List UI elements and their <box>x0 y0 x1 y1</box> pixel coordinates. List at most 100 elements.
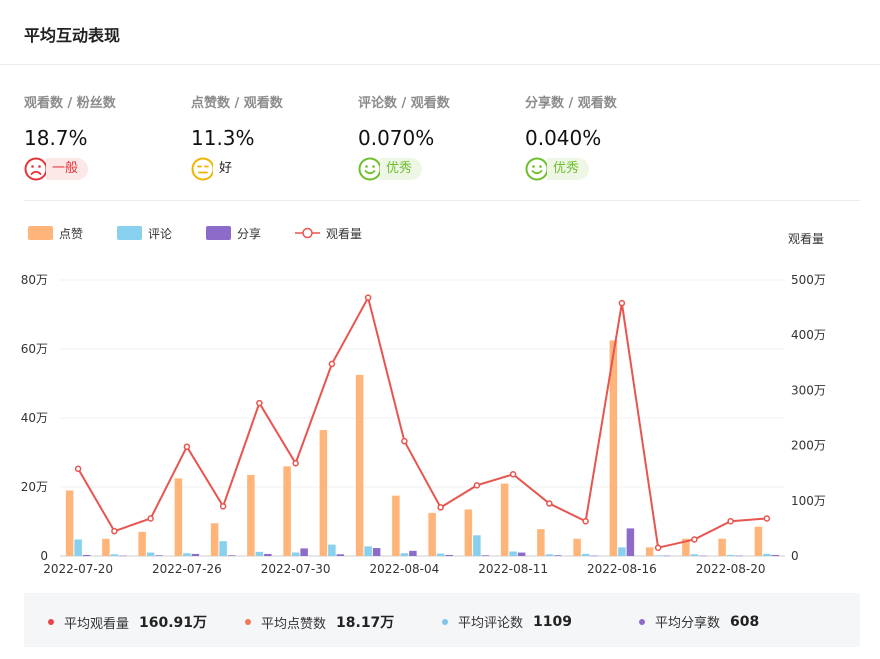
bar-comments <box>654 555 662 556</box>
metric-value: 11.3% <box>191 126 255 150</box>
bar-shares <box>264 553 272 556</box>
summary-value: 18.17万 <box>336 615 395 631</box>
bar-comments <box>291 552 300 556</box>
metric-label: 点赞数 / 观看数 <box>191 96 283 111</box>
bar-comments <box>581 553 590 556</box>
header: 平均互动表现 <box>0 0 880 65</box>
page-title: 平均互动表现 <box>24 26 121 45</box>
legend-swatch <box>28 226 53 240</box>
legend-item-views[interactable]: 观看量 <box>295 225 362 242</box>
metric-shares-per-views: 分享数 / 观看数 0.040% 优秀 <box>525 92 685 181</box>
right-tick-label: 100万 <box>791 494 826 508</box>
summary-label: 平均观看量 <box>64 616 130 632</box>
bar-shares <box>191 553 200 556</box>
left-tick-label: 40万 <box>21 411 48 425</box>
bar-comments <box>74 539 82 556</box>
x-tick-label: 2022-08-20 <box>696 562 766 576</box>
summary-label: 平均评论数 <box>458 616 524 631</box>
bar-comments <box>328 544 336 556</box>
metric-value: 18.7% <box>24 126 88 150</box>
legend-dot <box>639 618 645 625</box>
right-tick-label: 300万 <box>791 383 826 397</box>
rating-badge: 优秀 <box>358 156 423 182</box>
bar-shares <box>517 552 526 556</box>
right-tick-label: 400万 <box>791 328 826 342</box>
bar-shares <box>481 555 490 556</box>
views-point <box>147 515 154 522</box>
legend-label: 分享 <box>237 226 262 241</box>
bar-likes <box>174 478 183 556</box>
line-marker-icon <box>295 227 321 239</box>
bar-shares <box>336 554 345 556</box>
metric-label: 评论数 / 观看数 <box>358 96 450 111</box>
views-point <box>183 443 191 450</box>
legend-label: 点赞 <box>59 226 84 241</box>
bar-likes <box>428 512 436 556</box>
summary-avg-views: 平均观看量 160.91万 <box>48 612 207 632</box>
legend-dot <box>48 619 54 625</box>
right-tick-label: 0 <box>791 549 799 563</box>
bar-comments <box>763 553 771 556</box>
bar-likes <box>247 474 255 556</box>
rating-badge: 好 <box>191 156 243 182</box>
smile-face-icon <box>358 157 382 181</box>
bar-likes <box>65 490 74 556</box>
rating-badge: 优秀 <box>525 156 590 182</box>
bar-comments <box>219 541 227 556</box>
bar-shares <box>119 555 127 557</box>
legend-item-comments[interactable]: 评论 <box>117 225 172 242</box>
x-tick-label: 2022-08-11 <box>478 562 548 576</box>
bar-shares <box>227 555 236 556</box>
bar-shares <box>409 550 417 556</box>
views-point <box>763 515 771 522</box>
summary-label: 平均点赞数 <box>261 616 327 632</box>
bar-shares <box>771 554 780 556</box>
bar-shares <box>445 554 453 556</box>
chart-legend: 点赞 评论 分享 观看量 <box>28 224 396 242</box>
views-point <box>401 437 408 445</box>
bar-likes <box>718 538 726 556</box>
bar-likes <box>609 340 618 556</box>
views-point <box>74 465 82 473</box>
rating-label: 优秀 <box>380 158 423 180</box>
views-point <box>546 500 553 507</box>
bar-likes <box>102 538 110 556</box>
bar-likes <box>319 430 328 556</box>
views-point <box>727 517 734 525</box>
bar-likes <box>355 374 364 556</box>
bar-comments <box>183 553 191 556</box>
bar-shares <box>735 555 743 557</box>
metrics-row: 观看数 / 粉丝数 18.7% 一般 点赞数 / 观看数 11.3% 好 评论数… <box>24 92 860 201</box>
bar-likes <box>537 529 545 556</box>
summary-avg-comments: 平均评论数 1109 <box>442 612 572 631</box>
bar-likes <box>210 523 219 556</box>
bar-comments <box>146 552 155 556</box>
sad-face-icon <box>24 157 48 181</box>
views-point <box>437 504 444 511</box>
bar-shares <box>662 555 671 557</box>
bar-comments <box>690 554 699 556</box>
bar-likes <box>283 466 291 556</box>
bar-comments <box>509 551 517 556</box>
summary-label: 平均分享数 <box>655 616 721 631</box>
left-tick-label: 0 <box>40 549 48 563</box>
views-point <box>111 527 118 535</box>
metric-value: 0.040% <box>525 126 602 150</box>
legend-item-likes[interactable]: 点赞 <box>28 225 83 242</box>
engagement-chart: 0 20万 40万 60万 80万 0 100万 200万 300万 400万 500万 2022-0… <box>21 273 826 576</box>
rating-badge: 一般 <box>24 156 89 182</box>
views-point <box>618 299 626 307</box>
bar-comments <box>364 546 372 556</box>
bar-likes <box>573 538 581 556</box>
bar-shares <box>372 548 381 556</box>
bar-comments <box>436 553 445 556</box>
legend-item-shares[interactable]: 分享 <box>206 225 261 242</box>
rating-label: 优秀 <box>547 158 590 180</box>
bar-shares <box>590 555 598 557</box>
views-point <box>328 360 336 368</box>
bar-shares <box>155 555 163 556</box>
bar-likes <box>392 495 400 556</box>
metric-views-per-fans: 观看数 / 粉丝数 18.7% 一般 <box>24 92 184 181</box>
metric-label: 观看数 / 粉丝数 <box>24 96 116 111</box>
summary-avg-likes: 平均点赞数 18.17万 <box>245 612 394 632</box>
